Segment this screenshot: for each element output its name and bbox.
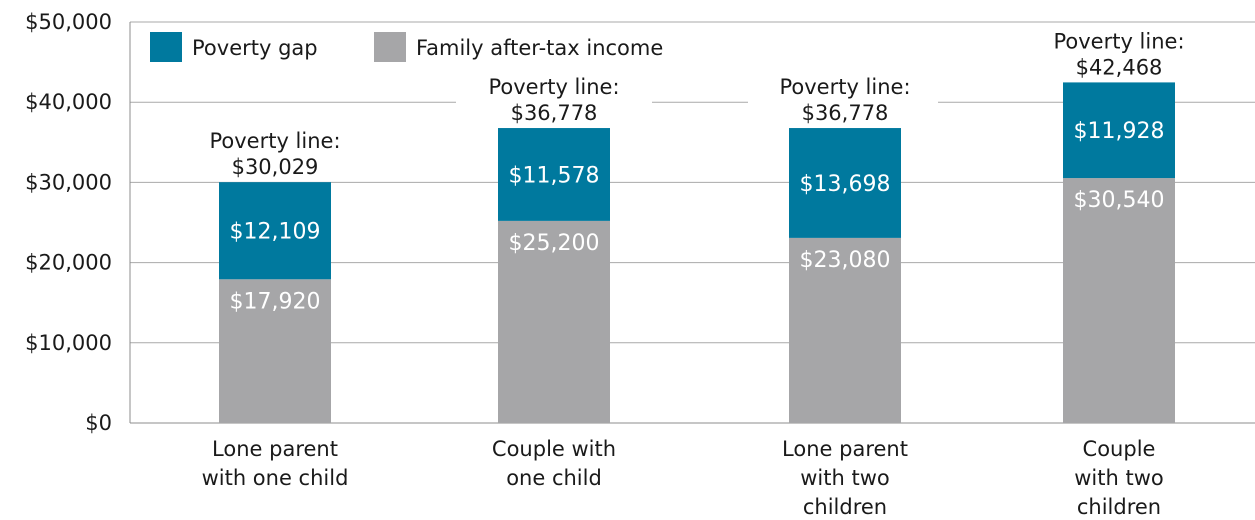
poverty-gap-value-label: $13,698	[800, 172, 891, 197]
y-tick-label: $40,000	[25, 90, 112, 114]
bar-income	[498, 220, 610, 423]
bar-poverty-gap	[498, 128, 610, 221]
income-value-label: $17,920	[230, 289, 321, 314]
y-tick-label: $20,000	[25, 251, 112, 275]
category-label: Couple with	[492, 437, 616, 461]
category-label: with two	[1074, 466, 1164, 490]
poverty-line-label: Poverty line:	[488, 75, 619, 99]
category-label: Couple	[1083, 437, 1156, 461]
legend: Poverty gap Family after-tax income	[150, 32, 663, 62]
y-tick-label: $0	[85, 411, 112, 435]
category-label: one child	[506, 466, 602, 490]
poverty-line-label: Poverty line:	[1053, 29, 1184, 53]
poverty-line-label: Poverty line:	[209, 129, 340, 153]
poverty-line-value: $36,778	[802, 101, 889, 125]
legend-swatch	[150, 32, 182, 62]
poverty-gap-value-label: $11,578	[509, 163, 600, 188]
x-axis: Lone parent with one child Couple with one …	[202, 437, 1164, 519]
poverty-gap-value-label: $11,928	[1074, 119, 1165, 144]
income-value-label: $30,540	[1074, 188, 1165, 213]
bar-income	[1063, 178, 1175, 423]
income-value-label: $23,080	[800, 248, 891, 273]
poverty-line-value: $30,029	[232, 155, 319, 179]
category-label: children	[803, 495, 887, 519]
poverty-line-label: Poverty line:	[779, 75, 910, 99]
y-tick-label: $30,000	[25, 170, 112, 194]
poverty-line-value: $42,468	[1076, 55, 1163, 79]
bar-poverty-gap	[789, 128, 901, 238]
poverty-gap-value-label: $12,109	[230, 220, 321, 245]
category-label: Lone parent	[212, 437, 338, 461]
category-label: children	[1077, 495, 1161, 519]
bar-income	[219, 279, 331, 423]
y-tick-label: $10,000	[25, 331, 112, 355]
category-label: with one child	[202, 466, 349, 490]
poverty-line-value: $36,778	[511, 101, 598, 125]
category-label: with two	[800, 466, 890, 490]
category-label: Lone parent	[782, 437, 908, 461]
bar-income	[789, 237, 901, 423]
legend-entry: Poverty gap	[192, 36, 318, 60]
legend-entry: Family after-tax income	[416, 36, 663, 60]
bar-poverty-gap	[219, 182, 331, 280]
income-value-label: $25,200	[509, 231, 600, 256]
y-tick-label: $50,000	[25, 10, 112, 34]
bar-poverty-gap	[1063, 82, 1175, 179]
legend-swatch	[374, 32, 406, 62]
